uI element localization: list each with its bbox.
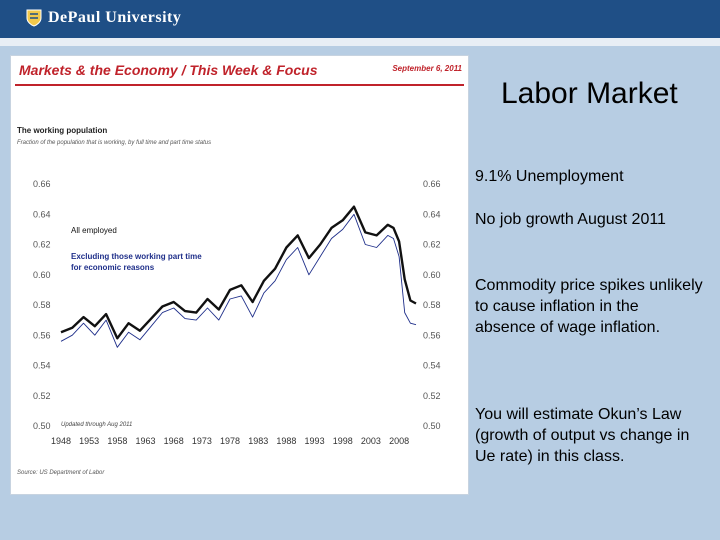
x-tick-label: 1968 [164,436,184,446]
slide-title: Labor Market [501,77,678,110]
top-banner: DePaul University [0,0,720,38]
y-tick-label-right: 0.64 [423,209,441,219]
x-tick-label: 2008 [389,436,409,446]
chart-title: The working population [17,126,108,135]
x-tick-label: 1978 [220,436,240,446]
chart-panel: Markets & the Economy / This Week & Focu… [10,55,469,495]
y-tick-label-right: 0.60 [423,270,441,280]
y-tick-label-left: 0.66 [33,179,51,189]
y-tick-label-left: 0.54 [33,361,51,371]
legend-all-employed: All employed [71,226,117,235]
y-tick-label-left: 0.52 [33,391,51,401]
y-tick-label-right: 0.56 [423,330,441,340]
x-tick-label: 1963 [136,436,156,446]
chart-source: Source: US Department of Labor [17,470,105,476]
y-tick-label-left: 0.64 [33,209,51,219]
y-tick-label-right: 0.58 [423,300,441,310]
bullet-job-growth: No job growth August 2011 [475,211,666,228]
x-tick-label: 1983 [248,436,268,446]
panel-headline: Markets & the Economy / This Week & Focu… [19,62,318,78]
chart-annotation: Updated through Aug 2011 [61,422,132,428]
y-tick-label-left: 0.50 [33,421,51,431]
y-tick-label-right: 0.66 [423,179,441,189]
y-tick-label-left: 0.60 [33,270,51,280]
y-tick-label-left: 0.58 [33,300,51,310]
university-name: DePaul University [48,9,182,26]
y-tick-label-right: 0.54 [423,361,441,371]
bullet-commodity: Commodity price spikes unlikely to cause… [475,277,703,336]
x-tick-label: 1988 [276,436,296,446]
y-tick-label-right: 0.50 [423,421,441,431]
series-all-employed-line [60,205,417,340]
y-tick-label-right: 0.62 [423,240,441,250]
x-tick-label: 1973 [192,436,212,446]
headline-rule [15,84,464,86]
y-tick-label-left: 0.62 [33,240,51,250]
y-tick-label-left: 0.56 [33,330,51,340]
y-tick-label-right: 0.52 [423,391,441,401]
series-excluding-part-time-line [60,213,417,348]
university-logo: DePaul University [26,9,181,27]
shield-icon [26,9,42,27]
legend-excluding-part-time: Excluding those working part time for eco… [71,252,202,272]
x-tick-label: 1998 [333,436,353,446]
chart-subtitle: Fraction of the population that is worki… [17,140,212,146]
header-stripe [0,38,720,46]
line-chart: 0.66 0.64 0.62 0.60 0.58 0.56 0.54 0.52 0.50 0.66… [33,179,441,446]
bullet-okun: You will estimate Okun’s Law (growth of … [475,406,690,465]
x-tick-label: 1948 [51,436,71,446]
panel-date: September 6, 2011 [392,64,462,73]
bullet-unemployment: 9.1% Unemployment [475,168,624,185]
x-tick-label: 1958 [107,436,127,446]
x-tick-label: 2003 [361,436,381,446]
x-tick-label: 1993 [305,436,325,446]
x-tick-label: 1953 [79,436,99,446]
